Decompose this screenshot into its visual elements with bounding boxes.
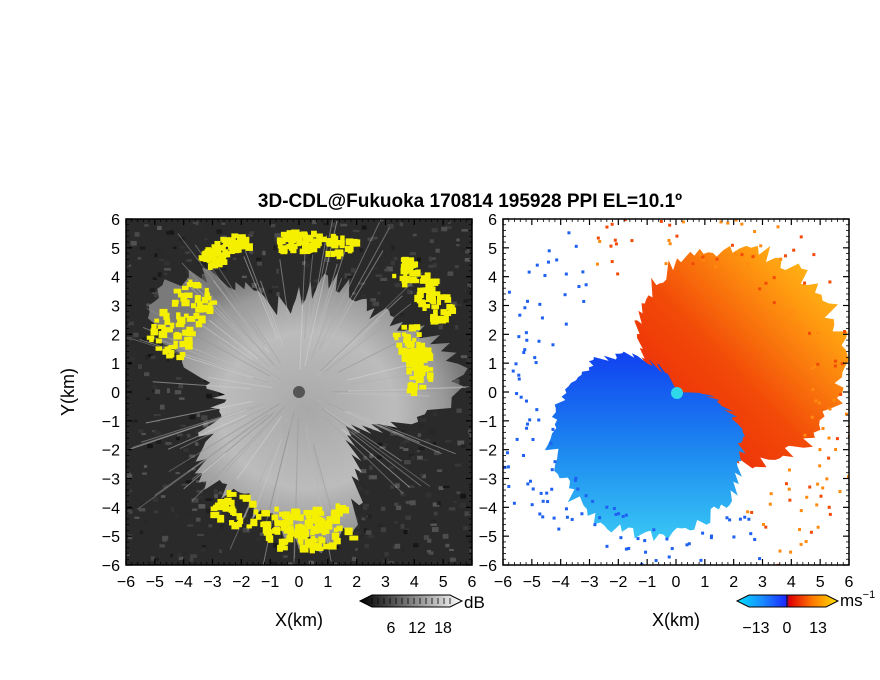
- y-tick-label: −2: [479, 443, 497, 460]
- x-tick-label: 0: [295, 574, 304, 591]
- x-tick-label: 3: [758, 574, 767, 591]
- velocity-colorbar: ms−1 −13 0 13: [735, 589, 875, 637]
- y-tick-label: 0: [488, 385, 497, 402]
- reflectivity-image: [126, 219, 472, 565]
- x-tick-label: 0: [672, 574, 681, 591]
- x-tick-label: 4: [787, 574, 796, 591]
- x-tick-label: 6: [468, 574, 477, 591]
- x-tick-label: −4: [552, 574, 570, 591]
- colorbar-unit-ms: ms−1: [840, 589, 875, 610]
- x-tick-label: −6: [117, 574, 135, 591]
- colorbar-tick-6: 6: [387, 620, 396, 637]
- velocity-image: [503, 219, 849, 565]
- x-axis-label-right: X(km): [652, 610, 700, 630]
- x-tick-label: 5: [439, 574, 448, 591]
- y-tick-label: −3: [102, 472, 120, 489]
- colorbar-tick-12: 12: [408, 620, 426, 637]
- colorbar-tick-13: 13: [809, 620, 827, 637]
- y-tick-label: 1: [111, 356, 120, 373]
- colorbar-tick-18: 18: [434, 620, 452, 637]
- x-tick-label: 5: [816, 574, 825, 591]
- y-tick-label: 3: [488, 299, 497, 316]
- y-tick-label: 6: [488, 212, 497, 229]
- y-tick-label: 0: [111, 385, 120, 402]
- y-tick-label: −3: [479, 472, 497, 489]
- y-tick-label: 2: [111, 327, 120, 344]
- x-tick-label: −2: [609, 574, 627, 591]
- x-tick-label: 1: [323, 574, 332, 591]
- x-tick-label: −6: [494, 574, 512, 591]
- reflectivity-panel: −6 6 −5 5 −4 4 −3 3 −2 2 −1 1 0 0 1 −1 2 −2 3 −3 4 −4 5 −5 6 −6 X…: [58, 212, 477, 630]
- y-tick-label: −2: [102, 443, 120, 460]
- y-tick-label: 5: [111, 241, 120, 258]
- y-tick-label: −4: [102, 500, 120, 517]
- chart-title: 3D-CDL@Fukuoka 170814 195928 PPI EL=10.1…: [258, 191, 682, 212]
- x-tick-label: −4: [175, 574, 193, 591]
- x-tick-label: 4: [410, 574, 419, 591]
- colorbar-tick-minus13: −13: [742, 620, 769, 637]
- velocity-panel: −6 6 −5 5 −4 4 −3 3 −2 2 −1 1 0 0 1 −1 2 −2 3 −3 4 −4 5 −5 6 −6 X…: [479, 212, 854, 630]
- x-tick-label: 2: [729, 574, 738, 591]
- y-tick-label: 6: [111, 212, 120, 229]
- y-tick-label: −1: [102, 414, 120, 431]
- y-tick-label: −1: [479, 414, 497, 431]
- x-tick-label: 6: [845, 574, 854, 591]
- x-tick-label: −5: [146, 574, 164, 591]
- y-tick-label: −6: [479, 558, 497, 575]
- x-tick-label: −3: [203, 574, 221, 591]
- y-tick-label: 1: [488, 356, 497, 373]
- y-tick-label: 5: [488, 241, 497, 258]
- y-tick-label: −6: [102, 558, 120, 575]
- y-tick-label: −5: [479, 529, 497, 546]
- y-tick-label: 2: [488, 327, 497, 344]
- x-tick-label: −5: [523, 574, 541, 591]
- x-tick-label: −1: [638, 574, 656, 591]
- y-tick-label: 3: [111, 299, 120, 316]
- x-tick-label: 2: [352, 574, 361, 591]
- x-tick-label: −2: [232, 574, 250, 591]
- reflectivity-colorbar: dB 6 12 18: [358, 593, 485, 637]
- colorbar-unit-db: dB: [464, 593, 485, 612]
- y-tick-label: 4: [111, 270, 120, 287]
- x-tick-label: 3: [381, 574, 390, 591]
- y-tick-label: 4: [488, 270, 497, 287]
- x-tick-label: −3: [580, 574, 598, 591]
- x-tick-label: 1: [700, 574, 709, 591]
- x-axis-label-left: X(km): [275, 610, 323, 630]
- y-tick-label: −5: [102, 529, 120, 546]
- y-axis-label: Y(km): [58, 368, 78, 416]
- y-tick-label: −4: [479, 500, 497, 517]
- colorbar-tick-0: 0: [783, 620, 792, 637]
- x-tick-label: −1: [261, 574, 279, 591]
